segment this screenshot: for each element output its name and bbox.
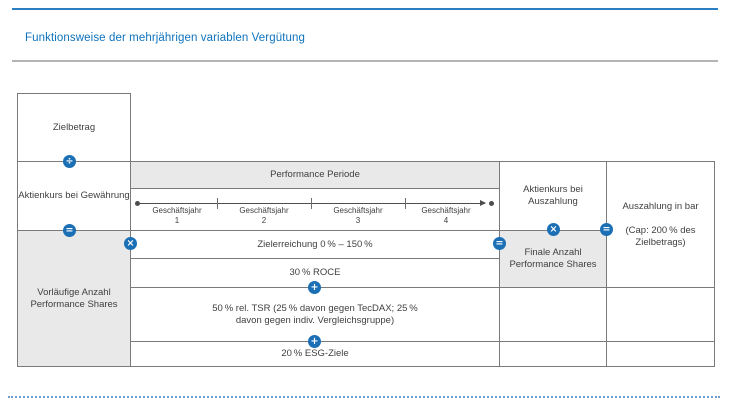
- box-preliminary-performance-shares: Vorläufige Anzahl Performance Shares: [17, 230, 131, 367]
- box-target-amount: Zielbetrag: [17, 93, 131, 162]
- plus-icon: +: [308, 335, 321, 348]
- timeline-year-4-label: Geschäftsjahr: [421, 206, 471, 215]
- timeline-year-3-number: 3: [355, 216, 361, 225]
- timeline-year-1-label: Geschäftsjahr: [152, 206, 202, 215]
- row-target-achievement: Zielerreichung 0 % – 150 %: [130, 230, 500, 259]
- empty-cell: [606, 287, 715, 342]
- empty-cell: [499, 287, 607, 342]
- timeline-year-2-number: 2: [261, 216, 267, 225]
- timeline-tick: [217, 198, 218, 209]
- equals-icon: =: [600, 223, 613, 236]
- box-share-price-at-grant: Aktienkurs bei Gewährung: [17, 161, 131, 231]
- box-final-performance-shares-label: Finale Anzahl Performance Shares: [509, 247, 597, 270]
- timeline-year-1: Geschäftsjahr 1: [137, 206, 217, 226]
- empty-cell: [606, 341, 715, 367]
- row-relative-tsr-label: 50 % rel. TSR (25 % davon gegen TecDAX; …: [212, 302, 418, 326]
- timeline-year-2-label: Geschäftsjahr: [239, 206, 289, 215]
- box-preliminary-performance-shares-label: Vorläufige Anzahl Performance Shares: [30, 286, 118, 310]
- equals-icon: =: [63, 224, 76, 237]
- divide-icon: ÷: [63, 155, 76, 168]
- row-esg-targets-label: 20 % ESG-Ziele: [281, 348, 349, 359]
- timeline-start-dot-icon: [135, 201, 140, 206]
- row-target-achievement-label: Zielerreichung 0 % – 150 %: [257, 238, 373, 250]
- multiply-icon: ×: [547, 223, 560, 236]
- performance-period-title: Performance Periode: [270, 169, 360, 180]
- timeline-arrowhead-icon: [480, 200, 486, 206]
- timeline-end-dot-icon: [489, 201, 494, 206]
- box-cash-payout-cap: (Cap: 200 % des Zielbetrags): [625, 224, 696, 248]
- bottom-dotted-rule: [8, 396, 720, 398]
- box-cash-payout: Auszahlung in bar (Cap: 200 % des Zielbe…: [606, 161, 715, 288]
- timeline-tick: [311, 198, 312, 209]
- box-target-amount-label: Zielbetrag: [52, 121, 96, 133]
- timeline-year-3: Geschäftsjahr 3: [311, 206, 405, 226]
- figure-title: Funktionsweise der mehrjährigen variable…: [25, 32, 305, 44]
- plus-icon: +: [308, 281, 321, 294]
- timeline-year-1-number: 1: [174, 216, 180, 225]
- box-share-price-at-payout: Aktienkurs bei Auszahlung: [499, 161, 607, 231]
- box-share-price-at-grant-label: Aktienkurs bei Gewährung: [18, 190, 130, 201]
- performance-period-header: Performance Periode: [130, 161, 500, 189]
- timeline-year-4-number: 4: [443, 216, 449, 225]
- performance-period-timeline: Geschäftsjahr 1 Geschäftsjahr 2 Geschäft…: [130, 188, 500, 231]
- row-roce-label: 30 % ROCE: [289, 267, 341, 278]
- timeline-year-3-label: Geschäftsjahr: [333, 206, 383, 215]
- title-divider-rule: [12, 60, 718, 62]
- timeline-tick: [405, 198, 406, 209]
- row-relative-tsr: 50 % rel. TSR (25 % davon gegen TecDAX; …: [130, 287, 500, 342]
- equals-icon: =: [493, 237, 506, 250]
- multiply-icon: ×: [124, 237, 137, 250]
- box-cash-payout-label: Auszahlung in bar: [622, 200, 699, 212]
- timeline-year-2: Geschäftsjahr 2: [217, 206, 311, 226]
- timeline-year-4: Geschäftsjahr 4: [405, 206, 487, 226]
- top-accent-rule: [12, 8, 718, 10]
- empty-cell: [499, 341, 607, 367]
- box-final-performance-shares: Finale Anzahl Performance Shares: [499, 230, 607, 288]
- box-share-price-at-payout-label: Aktienkurs bei Auszahlung: [523, 184, 583, 207]
